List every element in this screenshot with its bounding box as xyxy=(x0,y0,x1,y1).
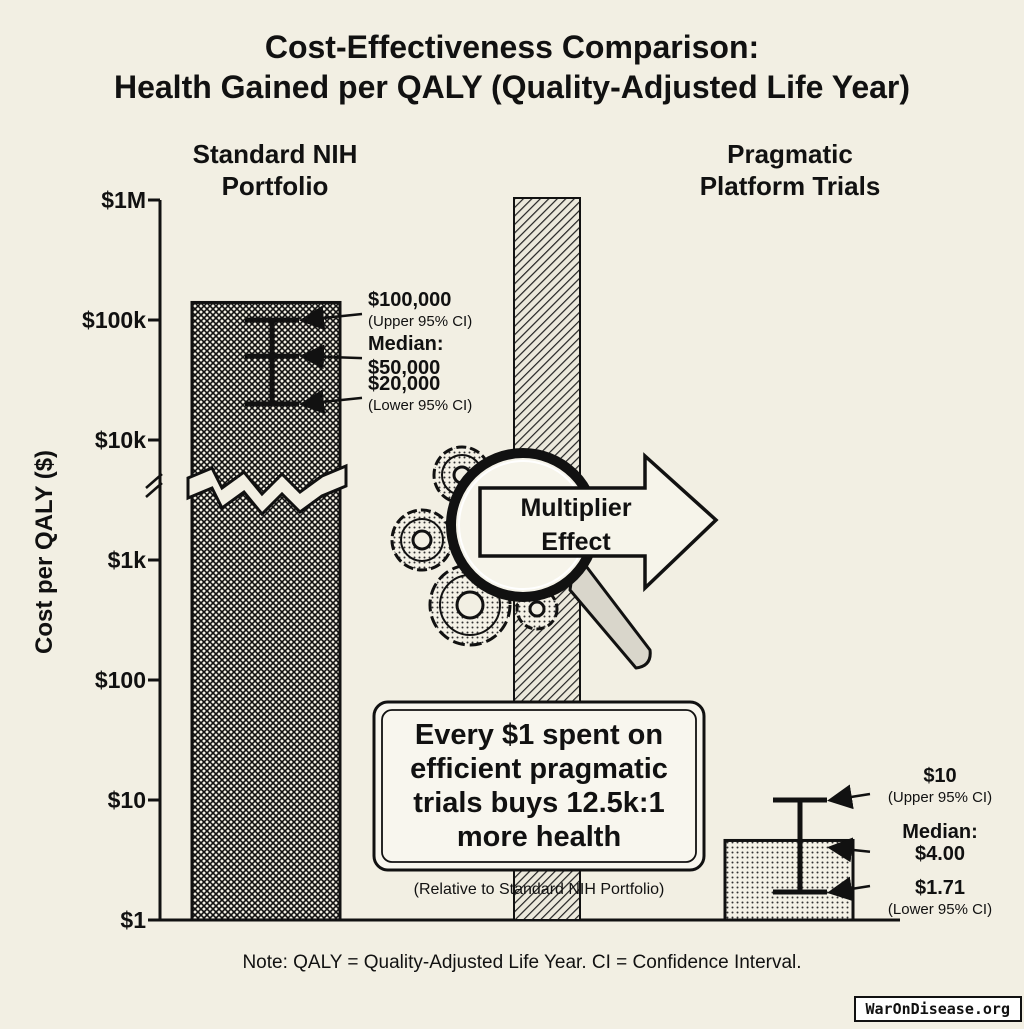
bar-nih xyxy=(190,300,342,922)
annotation-arrow-nih xyxy=(299,305,363,331)
bars-layer: $100,000(Upper 95% CI)Median:$50,000$20,… xyxy=(190,289,992,922)
annotation-arrow-pragmatic xyxy=(827,876,871,902)
y-tick-label: $10k xyxy=(95,427,146,453)
annotation-value-nih: $100,000 xyxy=(368,289,451,311)
annotation-ci-label-pragmatic: (Lower 95% CI) xyxy=(888,901,992,918)
annotation-ci-label-nih: (Lower 95% CI) xyxy=(368,397,472,414)
category-label-pragmatic-line-1: Pragmatic xyxy=(727,139,853,169)
y-tick-label: $1M xyxy=(101,187,146,213)
annotation-ci-label-nih: (Upper 95% CI) xyxy=(368,313,472,330)
callout-line-2: efficient pragmatic xyxy=(410,753,668,785)
annotation-arrow-nih xyxy=(299,344,363,370)
footnote: Note: QALY = Quality-Adjusted Life Year.… xyxy=(242,952,801,973)
chart-title: Cost-Effectiveness Comparison: Health Ga… xyxy=(114,29,910,105)
annotation-arrow-pragmatic xyxy=(827,837,871,863)
y-tick-label: $100k xyxy=(82,307,146,333)
bar-pragmatic xyxy=(723,838,855,922)
y-tick-label: $100 xyxy=(95,667,146,693)
category-label-nih-line-2: Portfolio xyxy=(222,171,329,201)
category-label-nih-line-1: Standard NIH xyxy=(193,139,358,169)
gear-icon xyxy=(390,508,454,572)
multiplier-label-line-1: Multiplier xyxy=(520,494,631,522)
annotation-value-nih: $20,000 xyxy=(368,373,440,395)
annotation-arrow-nih xyxy=(299,389,363,415)
annotation-value-pragmatic: $1.71 xyxy=(915,877,965,899)
callout-line-1: Every $1 spent on xyxy=(415,719,663,751)
magnifier-handle xyxy=(568,564,652,670)
right-arrow-icon xyxy=(478,452,719,593)
brand-watermark: WarOnDisease.org xyxy=(853,996,1022,1022)
annotation-value-pragmatic: $10 xyxy=(923,765,956,787)
multiplier-label-line-2: Effect xyxy=(541,528,611,556)
y-tick-label: $1k xyxy=(108,547,147,573)
annotation-median-value-pragmatic: $4.00 xyxy=(915,843,965,865)
annotation-ci-label-pragmatic: (Upper 95% CI) xyxy=(888,789,992,806)
callout-subnote: (Relative to Standard NIH Portfolio) xyxy=(414,881,665,898)
y-tick-label: $1 xyxy=(120,907,146,933)
annotation-value-nih: Median: xyxy=(368,333,444,355)
category-label-pragmatic-line-2: Platform Trials xyxy=(700,171,881,201)
title-line-1: Cost-Effectiveness Comparison: xyxy=(265,29,759,65)
y-axis-label: Cost per QALY ($) xyxy=(31,450,58,654)
title-line-2: Health Gained per QALY (Quality-Adjusted… xyxy=(114,69,910,105)
multiplier-illustration: Multiplier Effect xyxy=(390,445,719,670)
y-tick-label: $10 xyxy=(108,787,146,813)
annotation-arrow-pragmatic xyxy=(827,784,871,810)
callout-box: Every $1 spent on efficient pragmatic tr… xyxy=(372,700,706,872)
callout-line-3: trials buys 12.5k:1 xyxy=(413,787,664,819)
callout-line-4: more health xyxy=(457,821,621,853)
axis-break xyxy=(145,463,348,517)
annotation-median-value-nih: $50,000 xyxy=(368,357,440,379)
y-axis: $1M $100k $10k $1k $100 $10 $1 xyxy=(82,187,900,933)
annotation-value-pragmatic: Median: xyxy=(902,821,978,843)
